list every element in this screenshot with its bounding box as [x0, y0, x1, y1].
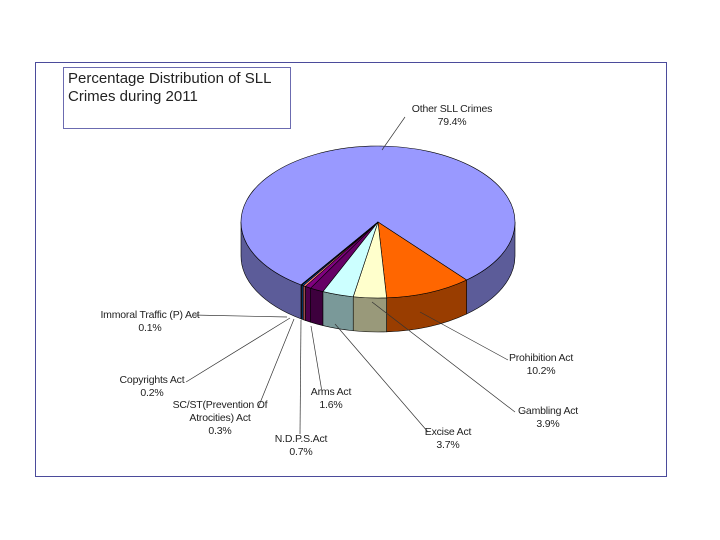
data-label: N.D.P.S.Act 0.7%	[266, 433, 336, 459]
category-label: SC/ST(Prevention Of Atrocities) Act	[172, 399, 268, 424]
pie-side	[322, 291, 354, 332]
category-label: Copyrights Act	[119, 374, 185, 386]
leader-line	[310, 325, 323, 393]
pie-side	[352, 296, 387, 333]
pie-sides	[240, 221, 516, 333]
pie-side	[302, 285, 306, 321]
chart-title: Percentage Distribution of SLL Crimes du…	[63, 67, 291, 129]
leader-line	[419, 311, 509, 361]
data-label: Gambling Act 3.9%	[503, 405, 593, 431]
pie-tops	[240, 145, 516, 299]
data-label: Other SLL Crimes 79.4%	[397, 103, 507, 129]
pie-slice	[377, 221, 468, 299]
leader-line	[257, 318, 295, 409]
data-label: SC/ST(Prevention Of Atrocities) Act 0.3%	[170, 399, 270, 438]
leader-line	[334, 323, 429, 433]
leader-line	[299, 319, 302, 435]
category-label: Arms Act	[310, 386, 352, 398]
pie-side	[310, 287, 324, 326]
category-label: Other SLL Crimes	[411, 103, 493, 115]
category-label: N.D.P.S.Act	[274, 433, 328, 445]
data-label: Arms Act 1.6%	[301, 386, 361, 412]
leader-line	[371, 301, 516, 413]
data-label: Prohibition Act 10.2%	[496, 352, 586, 378]
data-label: Excise Act 3.7%	[408, 426, 488, 452]
pie-side	[305, 286, 311, 323]
category-label: Excise Act	[424, 426, 472, 438]
value-label: 79.4%	[437, 116, 467, 128]
value-label: 3.9%	[536, 418, 560, 430]
category-label: Prohibition Act	[508, 352, 574, 364]
leader-line	[185, 317, 291, 383]
data-label: Immoral Traffic (P) Act 0.1%	[95, 309, 205, 335]
category-label: Immoral Traffic (P) Act	[100, 309, 200, 321]
pie-side	[300, 284, 303, 320]
category-label: Gambling Act	[517, 405, 579, 417]
pie-slice	[240, 145, 516, 286]
value-label: 3.7%	[436, 439, 460, 451]
value-label: 0.2%	[140, 387, 164, 399]
data-label: Copyrights Act 0.2%	[107, 374, 197, 400]
value-label: 0.7%	[289, 446, 313, 458]
leader-line	[381, 116, 406, 151]
value-label: 0.1%	[138, 322, 162, 334]
leader-line	[192, 314, 288, 318]
value-label: 0.3%	[208, 425, 232, 437]
value-label: 1.6%	[319, 399, 343, 411]
chart-frame	[35, 62, 667, 477]
value-label: 10.2%	[526, 365, 556, 377]
pie-slice	[300, 221, 379, 286]
